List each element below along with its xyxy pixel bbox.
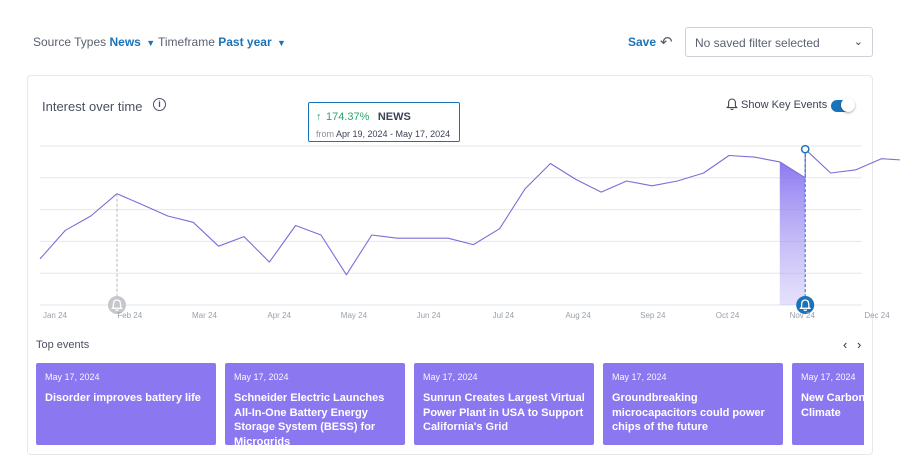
- toggle-knob: [841, 98, 855, 112]
- card-title: Interest over time: [42, 99, 143, 114]
- source-types-label: Source Types: [33, 35, 107, 49]
- event-card[interactable]: May 17, 2024 Schneider Electric Launches…: [225, 363, 405, 445]
- series-line: [39, 148, 900, 276]
- x-tick-label: Feb 24: [117, 311, 142, 320]
- x-tick-label: Mar 24: [192, 311, 217, 320]
- x-tick-label: Sep 24: [640, 311, 666, 320]
- grid-lines: [40, 145, 862, 306]
- x-tick-label: Dec 24: [864, 311, 890, 320]
- up-arrow-icon: ↑: [316, 111, 322, 123]
- timeframe-value: Past year: [218, 35, 272, 49]
- event-headline: New Carbon Store Renew Climate: [801, 392, 864, 419]
- chevron-down-icon: ▼: [276, 38, 286, 48]
- highlight-area: [779, 149, 806, 305]
- x-tick-label: Jun 24: [417, 311, 442, 320]
- chevron-right-icon[interactable]: ›: [857, 337, 862, 352]
- filter-bar: Source Types News ▼ Timeframe Past year …: [0, 0, 900, 70]
- event-date: May 17, 2024: [423, 372, 478, 382]
- series-path: [39, 148, 900, 276]
- event-card[interactable]: May 17, 2024 Sunrun Creates Largest Virt…: [414, 363, 594, 445]
- x-tick-label: Oct 24: [716, 311, 740, 320]
- x-tick-label: Jan 24: [43, 311, 68, 320]
- chevron-left-icon[interactable]: ‹: [843, 337, 848, 352]
- interest-line-chart: Jan 24 Feb 24 Mar 24 Apr 24 May 24 Jun 24 Jul …: [39, 144, 900, 320]
- x-tick-label: Nov 24: [790, 311, 816, 320]
- tooltip-source: NEWS: [377, 111, 411, 123]
- chevron-down-icon: ▼: [146, 38, 156, 48]
- event-card[interactable]: May 17, 2024 Groundbreaking microcapacit…: [603, 363, 783, 445]
- event-headline: Groundbreaking microcapacitors could pow…: [612, 392, 765, 433]
- info-icon[interactable]: i: [153, 98, 166, 111]
- bell-icon[interactable]: [107, 296, 126, 314]
- peak-point: [800, 144, 810, 154]
- event-headline: Sunrun Creates Largest Virtual Power Pla…: [423, 392, 585, 433]
- show-key-events-label: Show Key Events: [741, 99, 828, 111]
- saved-filter-value: No saved filter selected: [695, 36, 820, 50]
- timeframe-label: Timeframe: [158, 35, 215, 49]
- event-date: May 17, 2024: [801, 372, 856, 382]
- undo-icon[interactable]: ↶: [660, 34, 673, 51]
- source-types-value: News: [109, 35, 141, 49]
- chart-tooltip: ↑ 174.37% NEWS from Apr 19, 2024 - May 1…: [308, 102, 460, 142]
- tooltip-change: 174.37%: [325, 111, 370, 123]
- tooltip-from-label: from: [316, 129, 334, 139]
- top-events-carousel: May 17, 2024 Disorder improves battery l…: [36, 363, 864, 445]
- event-date: May 17, 2024: [45, 372, 100, 382]
- top-events-title: Top events: [36, 339, 90, 351]
- key-events-toggle[interactable]: [831, 98, 855, 112]
- timeframe-dropdown[interactable]: Timeframe Past year ▼: [158, 35, 286, 49]
- key-event-markers: [107, 144, 815, 314]
- event-headline: Schneider Electric Launches All-In-One B…: [234, 392, 385, 445]
- source-types-dropdown[interactable]: Source Types News ▼: [33, 35, 155, 49]
- event-card[interactable]: May 17, 2024 New Carbon Store Renew Clim…: [792, 363, 864, 445]
- chevron-down-icon: ⌄: [853, 36, 863, 48]
- highlight-fill: [779, 149, 806, 305]
- save-button[interactable]: Save: [628, 35, 657, 49]
- event-headline: Disorder improves battery life: [45, 392, 201, 404]
- x-tick-label: Aug 24: [565, 311, 591, 320]
- event-card[interactable]: May 17, 2024 Disorder improves battery l…: [36, 363, 216, 445]
- saved-filter-select[interactable]: No saved filter selected ⌄: [685, 27, 873, 57]
- x-axis-ticks: Jan 24 Feb 24 Mar 24 Apr 24 May 24 Jun 24 Jul …: [43, 311, 890, 320]
- event-date: May 17, 2024: [234, 372, 289, 382]
- x-tick-label: Apr 24: [267, 311, 291, 320]
- bell-icon[interactable]: [796, 296, 815, 314]
- x-tick-label: May 24: [341, 311, 368, 320]
- event-date: May 17, 2024: [612, 372, 667, 382]
- tooltip-range: Apr 19, 2024 - May 17, 2024: [336, 129, 451, 139]
- x-tick-label: Jul 24: [493, 311, 515, 320]
- bell-icon: [726, 98, 738, 111]
